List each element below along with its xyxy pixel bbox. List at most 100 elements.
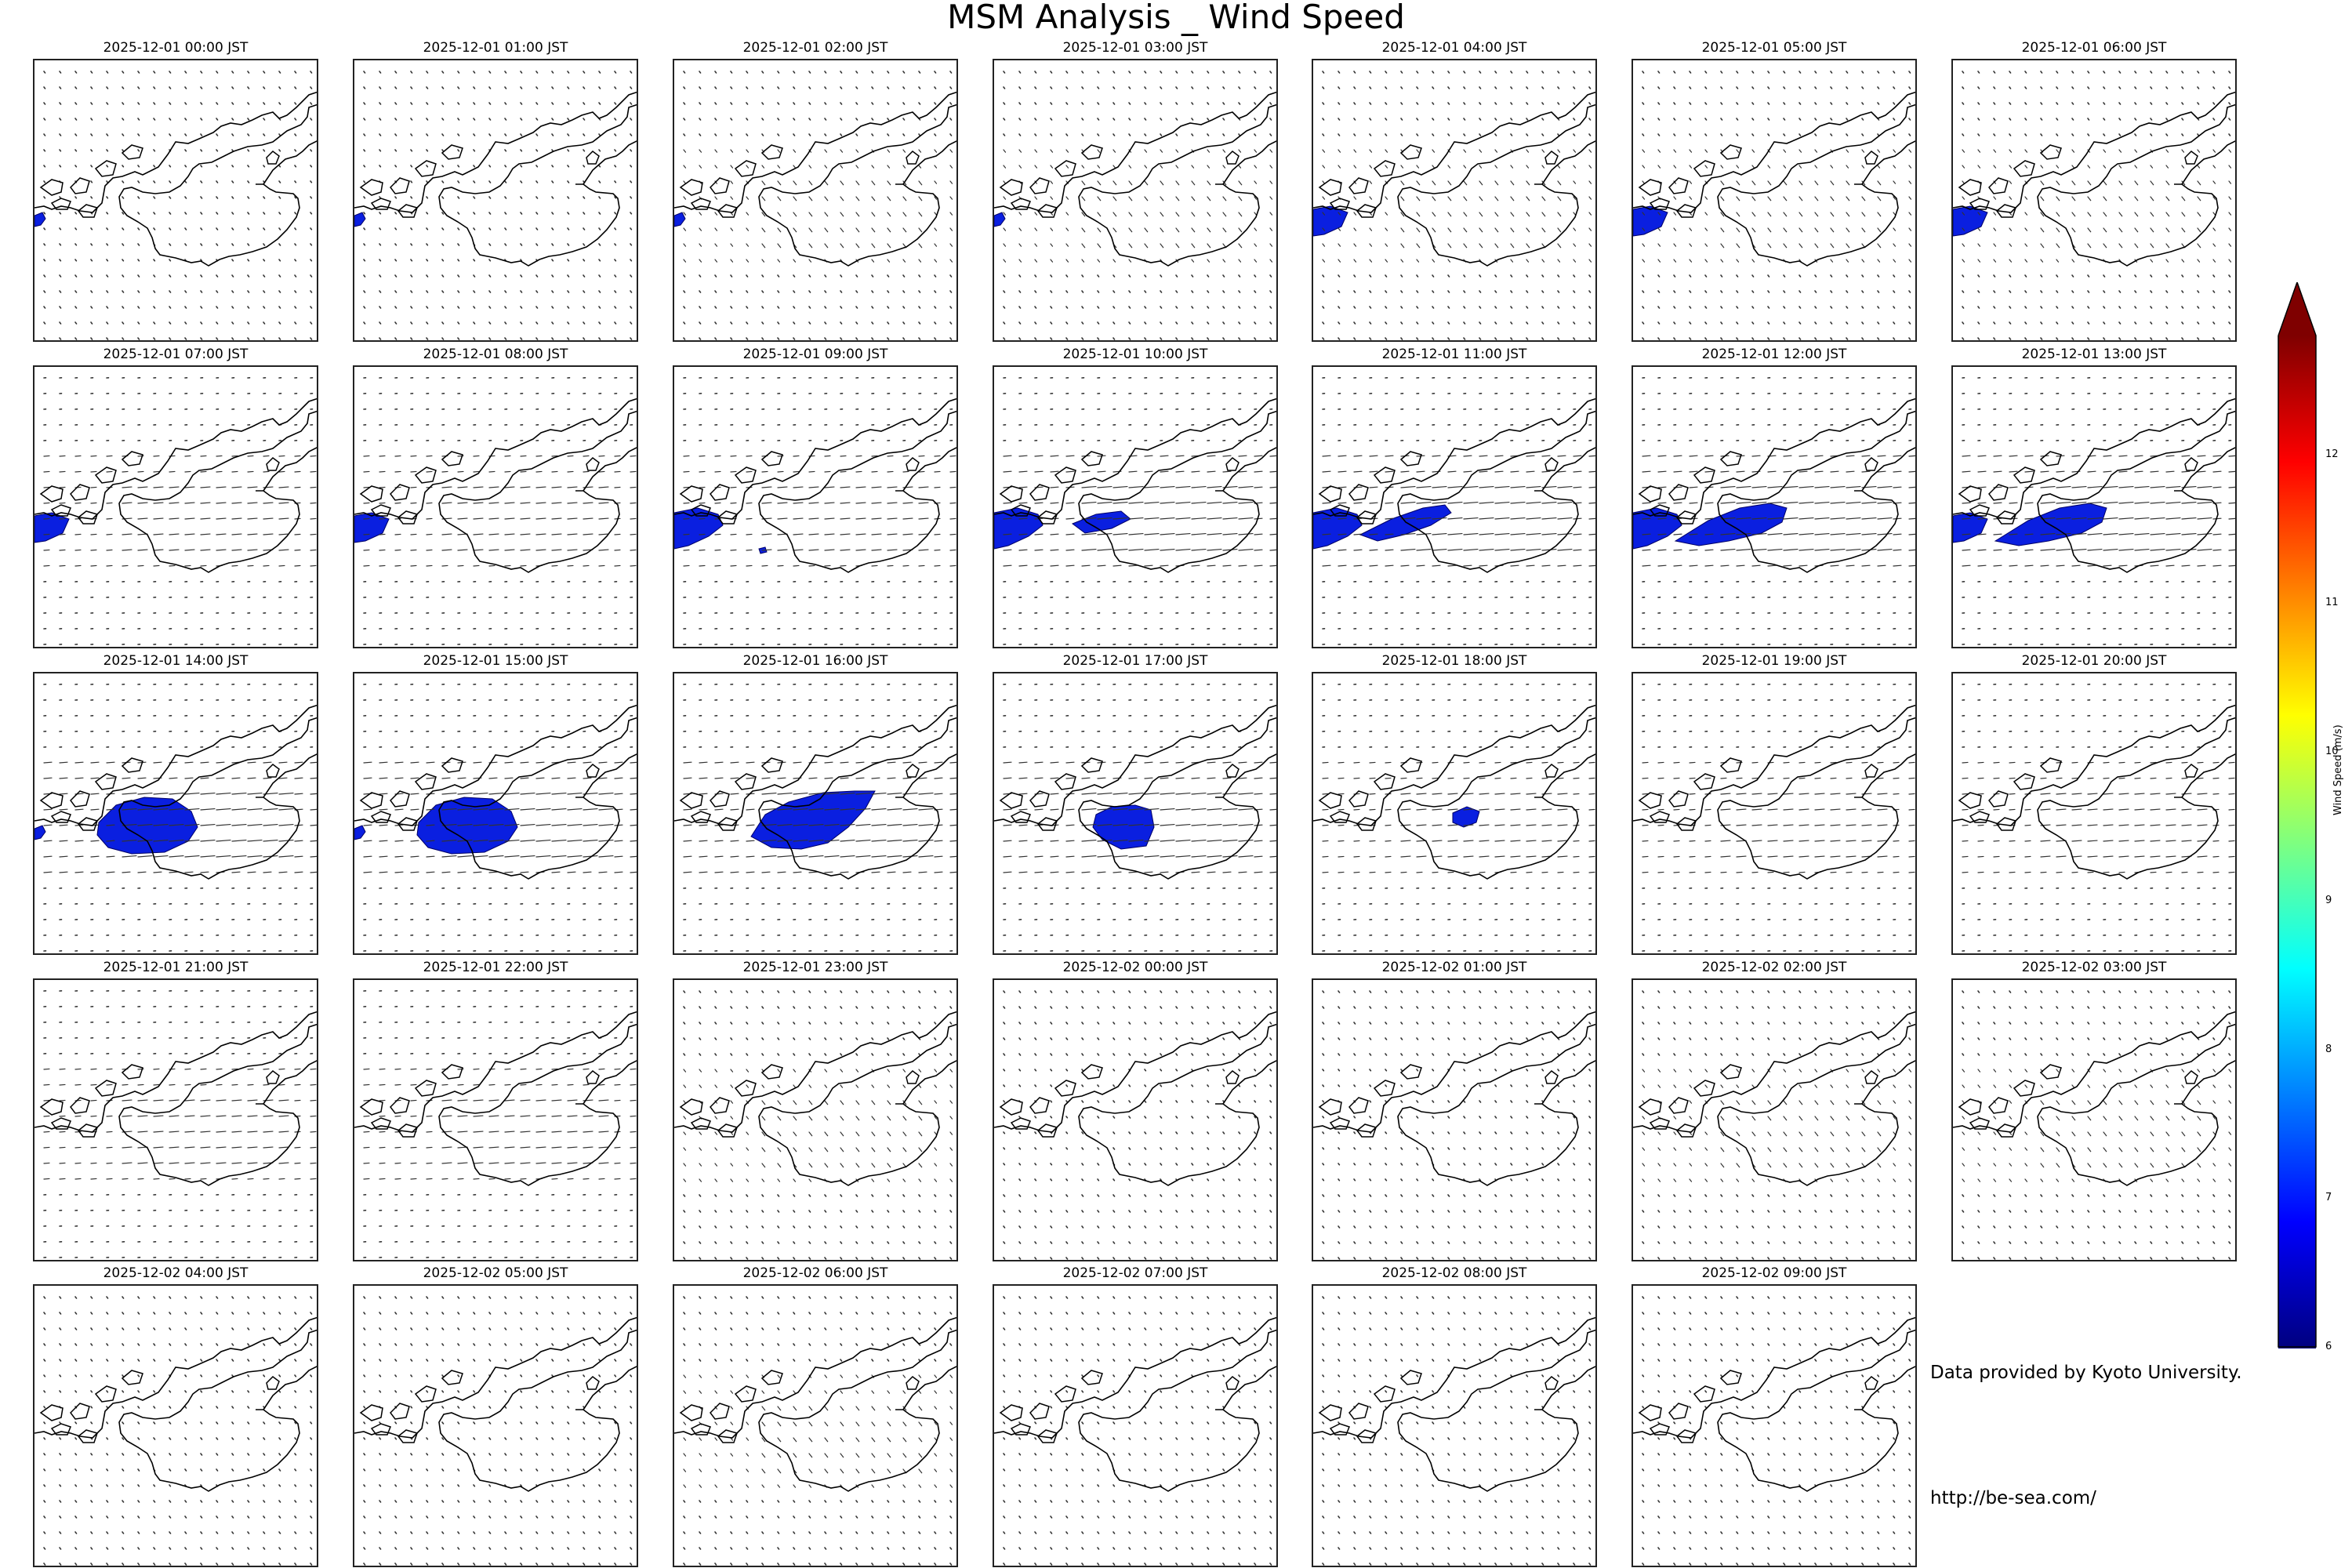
wind-vector [1238, 212, 1243, 217]
wind-vector [1097, 321, 1100, 325]
wind-vector [1018, 306, 1022, 309]
wind-vector [1977, 533, 1987, 535]
wind-vector [1254, 564, 1263, 567]
wind-vector [2056, 227, 2060, 233]
wind-vector [1254, 337, 1257, 340]
wind-vector [1112, 71, 1116, 74]
wind-vector [614, 486, 621, 488]
wind-vector [1588, 290, 1592, 293]
wind-vector [1207, 532, 1222, 535]
wind-vector [263, 470, 270, 473]
wind-vector [2134, 212, 2139, 217]
wind-vector [840, 133, 843, 136]
wind-vector [2212, 290, 2216, 293]
wind-vector [379, 86, 382, 89]
wind-vector [473, 470, 480, 473]
wind-vector [1846, 165, 1849, 169]
wind-vector [294, 470, 301, 473]
wind-vector [1191, 71, 1194, 74]
wind-vector [394, 71, 397, 74]
wind-vector [379, 227, 382, 230]
wind-vector [1050, 227, 1054, 231]
wind-vector [777, 243, 782, 249]
wind-vector [426, 165, 429, 168]
wind-vector [2071, 227, 2076, 233]
wind-vector [2197, 180, 2201, 186]
wind-vector [504, 102, 507, 105]
wind-vector [630, 196, 633, 199]
wind-vector [1353, 321, 1356, 325]
wind-vector [1830, 133, 1833, 136]
wind-vector [1416, 243, 1421, 249]
wind-vector [1877, 149, 1881, 153]
wind-vector [310, 306, 313, 309]
wind-vector [714, 321, 717, 325]
wind-vector [1338, 290, 1341, 293]
wind-vector [379, 133, 382, 136]
source-url[interactable]: http://be-sea.com/ [1930, 1488, 2096, 1508]
wind-vector [1783, 86, 1786, 89]
colorbar-tick-label: 7 [2325, 1192, 2332, 1204]
wind-vector [949, 196, 953, 200]
wind-vector [520, 486, 531, 488]
wind-vector [2040, 470, 2049, 473]
wind-vector [824, 118, 827, 121]
wind-vector [394, 274, 397, 278]
wind-vector [1751, 212, 1756, 217]
wind-vector [1720, 306, 1723, 309]
wind-vector [2228, 243, 2232, 247]
wind-vector [310, 227, 313, 230]
coastline [354, 397, 637, 573]
wind-vector [1018, 149, 1022, 153]
island-outline [2013, 466, 2035, 484]
wind-vector [1385, 337, 1388, 340]
wind-vector [310, 533, 317, 535]
wind-vector [379, 102, 382, 105]
wind-vector [871, 470, 878, 473]
wind-vector [1526, 259, 1530, 263]
wind-vector [1736, 306, 1739, 309]
wind-vector [488, 212, 492, 215]
wind-vector [137, 337, 140, 340]
wind-vector [630, 227, 633, 230]
wind-vector [200, 517, 211, 520]
wind-vector [535, 321, 539, 325]
wind-vector [153, 808, 169, 811]
wind-vector [43, 180, 46, 183]
wind-vector [1353, 71, 1356, 74]
wind-vector [2040, 321, 2043, 325]
wind-vector [1814, 243, 1819, 249]
wind-vector [1642, 259, 1646, 263]
coastline [994, 397, 1276, 573]
wind-vector [43, 761, 53, 764]
wind-vector [583, 337, 586, 340]
wind-shade-band [1674, 503, 1788, 546]
wind-vector [1689, 274, 1692, 278]
wind-vector [1541, 227, 1546, 233]
wind-vector [630, 274, 633, 278]
wind-vector [1050, 102, 1053, 105]
wind-vector [1353, 564, 1363, 567]
wind-vector [1479, 290, 1482, 293]
wind-vector [1432, 180, 1436, 186]
wind-vector [1050, 149, 1054, 153]
wind-vector [1510, 180, 1515, 186]
wind-vector [1908, 306, 1911, 309]
wind-vector [887, 259, 891, 263]
wind-vector [200, 808, 216, 811]
wind-vector [1416, 470, 1425, 473]
wind-vector [520, 470, 527, 473]
wind-shade-edge [994, 507, 1044, 550]
wind-vector [294, 486, 301, 488]
wind-vector [934, 259, 938, 263]
wind-vector [1432, 259, 1436, 263]
wind-vector [567, 227, 570, 230]
wind-vector [1416, 564, 1425, 567]
wind-vector [840, 470, 847, 473]
wind-vector [855, 470, 862, 473]
wind-vector [761, 259, 765, 263]
wind-vector [1191, 321, 1194, 325]
map-panel [1312, 365, 1597, 648]
wind-vector [1065, 321, 1069, 325]
wind-vector [263, 196, 266, 199]
